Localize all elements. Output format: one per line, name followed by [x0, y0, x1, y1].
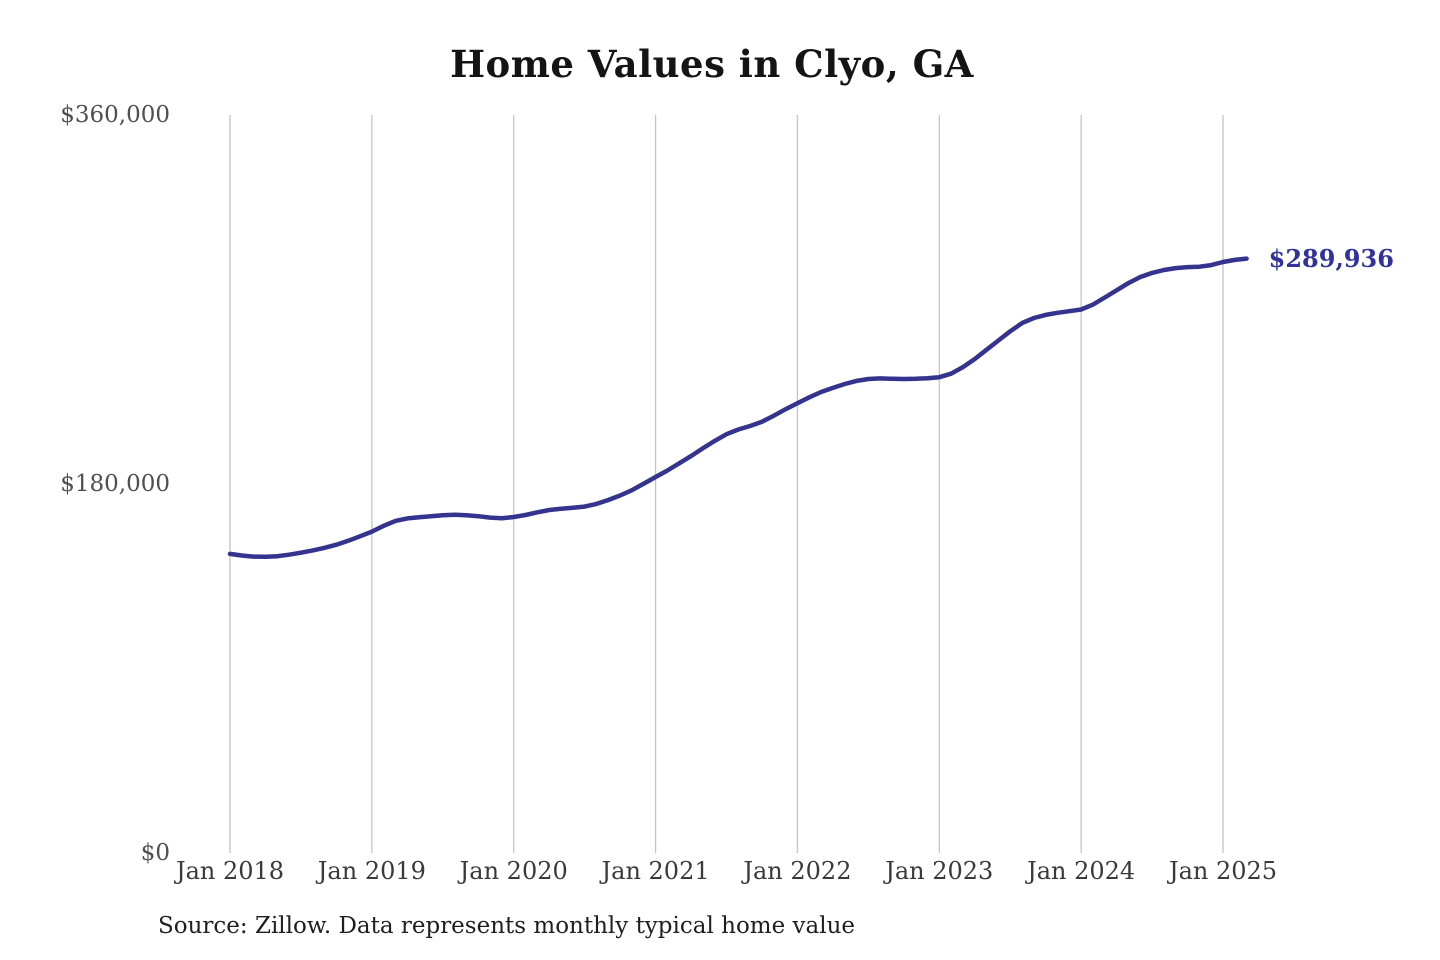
- x-tick-label: Jan 2018: [175, 857, 285, 885]
- x-tick-label: Jan 2020: [459, 857, 568, 885]
- home-value-line: [227, 256, 1249, 560]
- y-tick-label: $360,000: [60, 102, 170, 128]
- last-value-label: $289,936: [1268, 243, 1394, 273]
- chart-title: Home Values in Clyo, GA: [450, 42, 974, 86]
- source-note: Source: Zillow. Data represents monthly …: [158, 913, 856, 939]
- x-tick-label: Jan 2021: [601, 857, 710, 885]
- y-tick-label: $180,000: [60, 471, 170, 497]
- x-tick-label: Jan 2024: [1027, 857, 1136, 885]
- x-tick-label: Jan 2023: [885, 857, 994, 885]
- x-tick-label: Jan 2022: [743, 857, 852, 885]
- x-tick-label: Jan 2025: [1168, 857, 1278, 885]
- y-tick-label: $0: [140, 840, 170, 866]
- x-tick-label: Jan 2019: [317, 857, 426, 885]
